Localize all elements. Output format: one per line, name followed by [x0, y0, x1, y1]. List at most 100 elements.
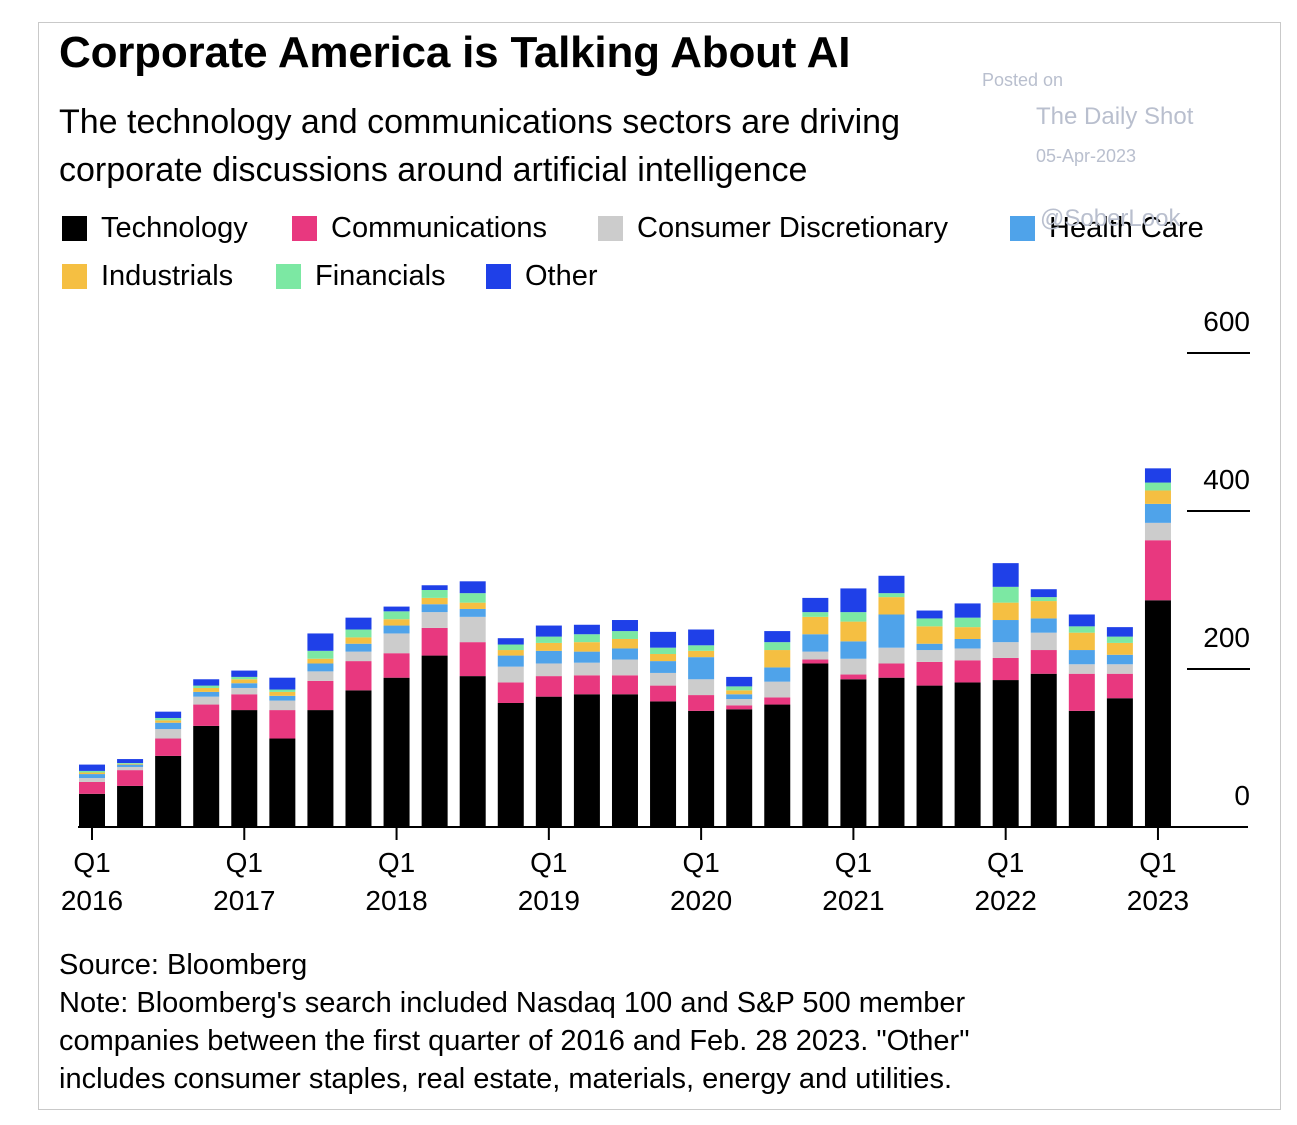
bar-technology	[764, 704, 791, 827]
note-line-3: includes consumer staples, real estate, …	[59, 1063, 952, 1095]
bar-financials	[764, 642, 791, 651]
bar-technology	[802, 663, 829, 827]
bar-communications	[764, 697, 791, 705]
bar-financials	[611, 631, 638, 639]
bar-health-care	[383, 625, 410, 634]
bar-consumer-discretionary	[611, 659, 638, 676]
bar-consumer-discretionary	[1144, 522, 1171, 541]
bar-consumer-discretionary	[345, 651, 372, 662]
bar-consumer-discretionary	[383, 633, 410, 654]
bar-health-care	[650, 661, 677, 673]
y-tick-label: 0	[1234, 780, 1250, 811]
bar-consumer-discretionary	[79, 778, 105, 782]
bar-financials	[878, 593, 905, 598]
chart-subtitle: The technology and communications sector…	[59, 98, 1069, 194]
bar-health-care	[535, 650, 562, 664]
bar-financials	[421, 590, 448, 598]
x-tick-label-quarter: Q1	[73, 847, 110, 878]
bar-communications	[345, 661, 372, 691]
legend-label: Other	[525, 260, 598, 292]
legend-swatch	[276, 264, 301, 289]
bar-financials	[117, 763, 144, 764]
bar-industrials	[231, 679, 258, 684]
bar-financials	[155, 717, 182, 721]
bar-communications	[573, 675, 600, 695]
legend-item-communications: Communications	[292, 212, 547, 245]
bar-technology	[992, 680, 1019, 827]
bar-industrials	[497, 650, 524, 656]
y-tick-label: 200	[1203, 622, 1250, 653]
bar-consumer-discretionary	[269, 700, 296, 711]
legend-swatch	[486, 264, 511, 289]
bar-other	[878, 575, 905, 594]
bar-industrials	[573, 642, 600, 652]
bar-industrials	[383, 619, 410, 626]
bar-technology	[307, 710, 334, 827]
bar-health-care	[307, 663, 334, 672]
bar-technology	[954, 682, 981, 827]
bar-industrials	[117, 763, 144, 765]
bar-other	[117, 759, 144, 764]
bar-communications	[307, 680, 334, 711]
bar-health-care	[764, 667, 791, 682]
bar-industrials	[1030, 601, 1057, 619]
bar-technology	[1144, 600, 1171, 827]
bar-other	[764, 631, 791, 643]
bar-other	[155, 711, 182, 718]
bar-communications	[421, 627, 448, 656]
bar-technology	[231, 710, 258, 827]
bar-industrials	[459, 602, 486, 609]
bar-communications	[497, 682, 524, 703]
bar-technology	[79, 793, 105, 827]
bar-health-care	[345, 643, 372, 652]
bar-communications	[878, 663, 905, 678]
legend-item-financials: Financials	[276, 260, 446, 293]
bar-industrials	[193, 687, 220, 692]
bar-technology	[726, 709, 753, 827]
bar-communications	[1030, 650, 1057, 674]
bar-industrials	[535, 642, 562, 651]
bar-financials	[79, 770, 105, 773]
subtitle-line-1: The technology and communications sector…	[59, 103, 900, 141]
legend-item-consumer-discretionary: Consumer Discretionary	[598, 212, 948, 245]
bar-industrials	[421, 597, 448, 605]
bar-industrials	[954, 627, 981, 639]
bar-other	[992, 563, 1019, 587]
bar-technology	[421, 655, 448, 827]
bar-financials	[459, 593, 486, 603]
bar-health-care	[1030, 618, 1057, 633]
bar-communications	[954, 660, 981, 683]
bar-industrials	[1106, 642, 1133, 655]
bar-communications	[840, 674, 867, 680]
bar-consumer-discretionary	[459, 616, 486, 643]
bar-communications	[1068, 673, 1095, 711]
bar-consumer-discretionary	[802, 651, 829, 660]
legend-label: Communications	[331, 212, 547, 244]
bar-health-care	[193, 691, 220, 697]
bar-financials	[193, 685, 220, 688]
bar-industrials	[688, 650, 715, 658]
bar-health-care	[1106, 654, 1133, 665]
bar-technology	[535, 696, 562, 827]
bar-financials	[573, 634, 600, 643]
bar-technology	[840, 679, 867, 827]
bar-communications	[992, 657, 1019, 681]
bar-communications	[535, 676, 562, 697]
x-tick-label-quarter: Q1	[682, 847, 719, 878]
bar-health-care	[954, 638, 981, 649]
bar-other	[954, 603, 981, 618]
bar-financials	[992, 586, 1019, 603]
bar-other	[1068, 614, 1095, 627]
bar-financials	[535, 636, 562, 643]
bar-health-care	[1144, 503, 1171, 523]
note-line-1: Note: Bloomberg's search included Nasdaq…	[59, 987, 966, 1019]
bar-other	[383, 606, 410, 612]
bar-technology	[573, 694, 600, 827]
bar-communications	[193, 704, 220, 726]
chart-footer: Source: Bloomberg Note: Bloomberg's sear…	[59, 946, 969, 1098]
bar-consumer-discretionary	[535, 663, 562, 677]
bar-communications	[688, 695, 715, 711]
bar-communications	[1144, 540, 1171, 601]
x-tick-label-quarter: Q1	[1139, 847, 1176, 878]
